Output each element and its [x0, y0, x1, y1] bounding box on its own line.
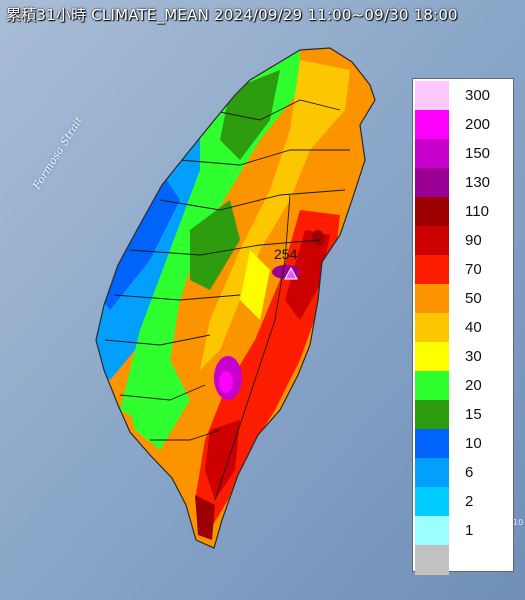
legend-row — [413, 545, 513, 576]
legend-label: 90 — [465, 232, 482, 249]
legend-row: 70 — [413, 255, 513, 286]
legend-label: 110 — [465, 203, 489, 220]
legend-label: 70 — [465, 261, 482, 278]
legend-swatch — [415, 545, 449, 576]
legend-label: 6 — [465, 464, 474, 481]
legend-label: 15 — [465, 406, 482, 423]
legend-row: 130 — [413, 168, 513, 199]
legend-row: 15 — [413, 400, 513, 431]
legend-label: 50 — [465, 290, 482, 307]
legend-row: 20 — [413, 371, 513, 402]
legend-row: 50 — [413, 284, 513, 315]
legend-swatch — [415, 168, 449, 199]
legend-row: 30 — [413, 342, 513, 373]
legend-swatch — [415, 516, 449, 547]
legend-swatch — [415, 255, 449, 286]
legend-swatch — [415, 458, 449, 489]
legend: 300 200 150 130 110 90 70 50 40 30 20 15 10 6 2 1 — [412, 78, 514, 576]
legend-row: 90 — [413, 226, 513, 257]
legend-label: 1 — [465, 522, 474, 539]
max-value-label: 254 — [274, 246, 298, 262]
legend-label: 30 — [465, 348, 482, 365]
legend-swatch — [415, 110, 449, 141]
legend-swatch — [415, 139, 449, 170]
legend-label: 2 — [465, 493, 474, 510]
legend-label: 40 — [465, 319, 482, 336]
legend-swatch — [415, 81, 449, 112]
legend-label: 130 — [465, 174, 491, 191]
legend-row: 110 — [413, 197, 513, 228]
legend-swatch — [415, 400, 449, 431]
legend-row: 300 — [413, 81, 513, 112]
edge-label: 10 — [513, 518, 524, 527]
legend-swatch — [415, 197, 449, 228]
legend-row: 6 — [413, 458, 513, 489]
legend-swatch — [415, 226, 449, 257]
legend-row: 10 — [413, 429, 513, 460]
legend-label: 10 — [465, 435, 482, 452]
county-boundaries — [104, 99, 350, 501]
legend-label: 20 — [465, 377, 482, 394]
legend-row: 150 — [413, 139, 513, 170]
legend-swatch — [415, 313, 449, 344]
legend-swatch — [415, 371, 449, 402]
legend-swatch — [415, 284, 449, 315]
max-rainfall-marker — [284, 266, 298, 280]
legend-label: 300 — [465, 87, 491, 104]
legend-row: 1 — [413, 516, 513, 547]
legend-label: 200 — [465, 116, 491, 133]
legend-row: 2 — [413, 487, 513, 518]
legend-swatch — [415, 342, 449, 373]
legend-row: 40 — [413, 313, 513, 344]
legend-label: 150 — [465, 145, 491, 162]
taiwan-coastline — [95, 47, 376, 549]
map-title: 累積31小時 CLIMATE_MEAN 2024/09/29 11:00~09/… — [6, 6, 458, 24]
legend-swatch — [415, 429, 449, 460]
legend-swatch — [415, 487, 449, 518]
legend-row: 200 — [413, 110, 513, 141]
